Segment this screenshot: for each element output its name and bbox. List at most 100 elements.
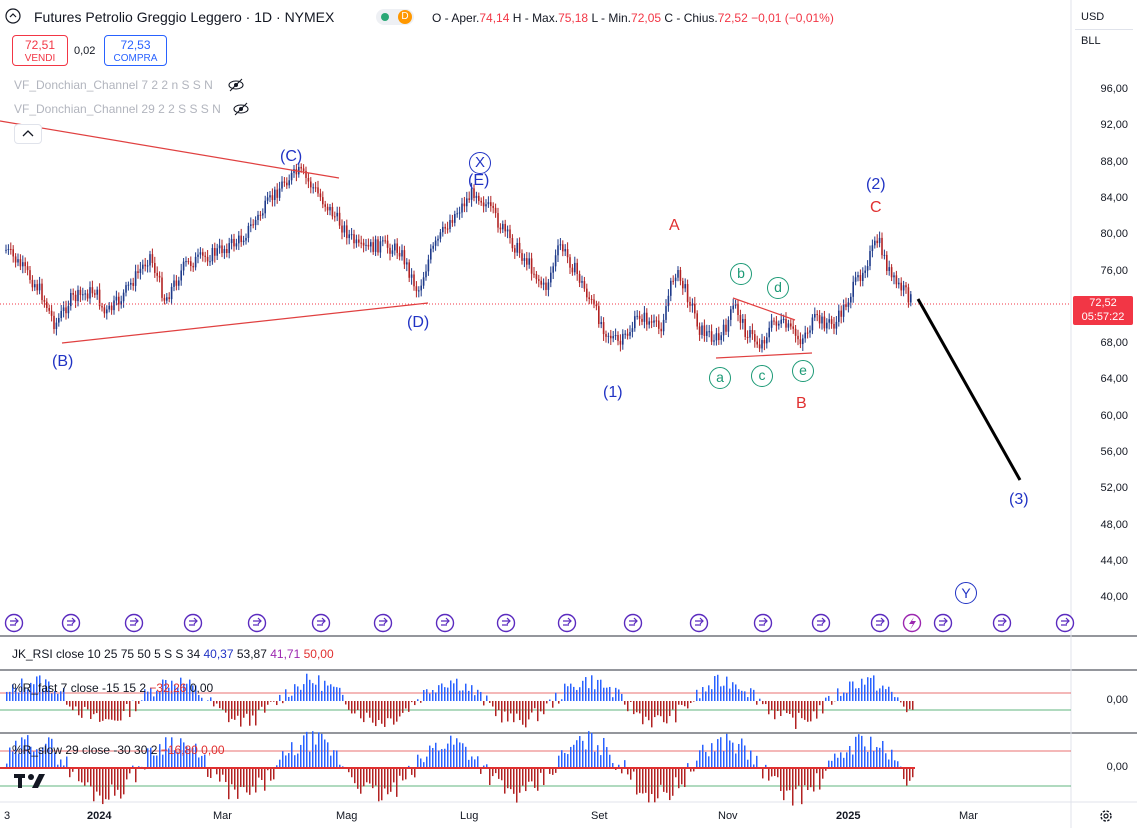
candle-body xyxy=(410,274,413,278)
histogram-bar xyxy=(651,768,653,794)
candle-body xyxy=(497,213,499,228)
time-label: Mar xyxy=(959,810,978,822)
histogram-bar xyxy=(627,768,629,775)
histogram-bar xyxy=(843,757,845,768)
hidden-eye-icon[interactable] xyxy=(228,78,244,95)
histogram-bar xyxy=(525,701,527,728)
rslow-legend[interactable]: %R_slow 29 close -30 30 2 −16,80 0,00 xyxy=(12,743,225,757)
histogram-bar xyxy=(417,699,419,701)
candle-body xyxy=(67,306,70,314)
candle-body xyxy=(48,308,50,311)
time-label: Mag xyxy=(336,810,358,822)
histogram-bar xyxy=(252,768,254,787)
histogram-bar xyxy=(54,752,56,768)
candle-body xyxy=(386,240,389,248)
candle-body xyxy=(365,244,367,246)
hidden-eye-icon[interactable] xyxy=(233,102,249,119)
histogram-bar xyxy=(243,701,245,718)
rsi-name: JK_RSI close 10 25 75 50 5 S S 34 xyxy=(12,647,201,661)
candle-body xyxy=(725,324,727,332)
rsi-legend[interactable]: JK_RSI close 10 25 75 50 5 S S 34 40,37 … xyxy=(12,647,334,661)
histogram-bar xyxy=(522,701,524,725)
currency-selector[interactable]: USD xyxy=(1081,11,1105,23)
histogram-bar xyxy=(747,759,749,768)
histogram-bar xyxy=(516,768,518,803)
candle-body xyxy=(14,256,17,263)
histogram-bar xyxy=(690,768,692,772)
histogram-bar xyxy=(120,701,122,721)
collapse-legend-button[interactable] xyxy=(14,124,42,144)
candle-body xyxy=(403,250,406,265)
histogram-bar xyxy=(438,685,440,701)
histogram-bar xyxy=(270,701,272,702)
candle-body xyxy=(444,226,446,229)
histogram-bar xyxy=(93,701,95,715)
histogram-bar xyxy=(660,768,662,785)
histogram-bar xyxy=(297,686,299,701)
histogram-bar xyxy=(432,690,434,701)
histogram-bar xyxy=(147,748,149,768)
histogram-bar xyxy=(453,683,455,701)
histogram-bar xyxy=(588,688,590,701)
histogram-bar xyxy=(168,687,170,701)
candle-body xyxy=(778,323,780,326)
candle-body xyxy=(763,340,766,344)
sell-button[interactable]: 72,51 VENDI xyxy=(12,35,68,66)
candle-body xyxy=(98,289,101,307)
histogram-bar xyxy=(414,768,416,778)
histogram-bar xyxy=(519,768,521,793)
histogram-bar xyxy=(657,701,659,716)
histogram-bar xyxy=(237,701,239,716)
histogram-bar xyxy=(636,768,638,795)
histogram-bar xyxy=(30,682,32,701)
histogram-bar xyxy=(414,701,416,706)
candle-body xyxy=(449,220,451,229)
symbol-title[interactable]: Futures Petrolio Greggio Leggero · 1D · … xyxy=(34,9,335,25)
candle-body xyxy=(823,316,826,329)
candle-body xyxy=(857,275,859,278)
buy-button[interactable]: 72,53 COMPRA xyxy=(104,35,167,66)
settings-gear-icon[interactable] xyxy=(1098,808,1114,827)
candle-body xyxy=(247,225,250,238)
candle-body xyxy=(478,195,480,201)
market-status-badge[interactable]: D xyxy=(376,9,414,25)
histogram-bar xyxy=(234,768,236,790)
indicator-donchian-29[interactable]: VF_Donchian_Channel 29 2 2 S S S N xyxy=(14,102,221,116)
histogram-bar xyxy=(531,768,533,782)
candle-body xyxy=(110,305,113,311)
histogram-bar xyxy=(378,768,380,802)
candle-body xyxy=(72,293,74,295)
histogram-bar xyxy=(291,742,293,768)
candle-body xyxy=(271,195,274,201)
histogram-bar xyxy=(756,755,758,768)
indicator-donchian-7[interactable]: VF_Donchian_Channel 7 2 2 n S S N xyxy=(14,78,213,92)
unit-selector[interactable]: BLL xyxy=(1081,35,1101,47)
candle-body xyxy=(235,243,238,247)
tradingview-logo-icon[interactable] xyxy=(14,772,48,790)
histogram-bar xyxy=(201,697,203,701)
histogram-bar xyxy=(303,735,305,768)
histogram-bar xyxy=(876,747,878,768)
candle-body xyxy=(391,250,394,254)
histogram-bar xyxy=(810,701,812,722)
candle-body xyxy=(456,213,458,215)
histogram-bar xyxy=(828,760,830,768)
rfast-legend[interactable]: %R_fast 7 close -15 15 2 −32,26 0,00 xyxy=(12,681,213,695)
histogram-bar xyxy=(594,751,596,768)
candle-body xyxy=(780,319,782,324)
histogram-bar xyxy=(858,687,860,701)
candle-body xyxy=(182,261,185,271)
event-marker-icon xyxy=(61,613,81,633)
histogram-bar xyxy=(606,687,608,701)
histogram-bar xyxy=(72,768,74,772)
candle-body xyxy=(653,320,655,323)
price-tick-label: 84,00 xyxy=(1100,191,1128,204)
histogram-bar xyxy=(237,768,239,799)
candle-body xyxy=(53,315,55,330)
collapse-chevron-icon[interactable] xyxy=(4,7,22,25)
histogram-bar xyxy=(579,736,581,768)
histogram-bar xyxy=(363,768,365,787)
candle-body xyxy=(96,289,98,295)
histogram-bar xyxy=(156,690,158,701)
